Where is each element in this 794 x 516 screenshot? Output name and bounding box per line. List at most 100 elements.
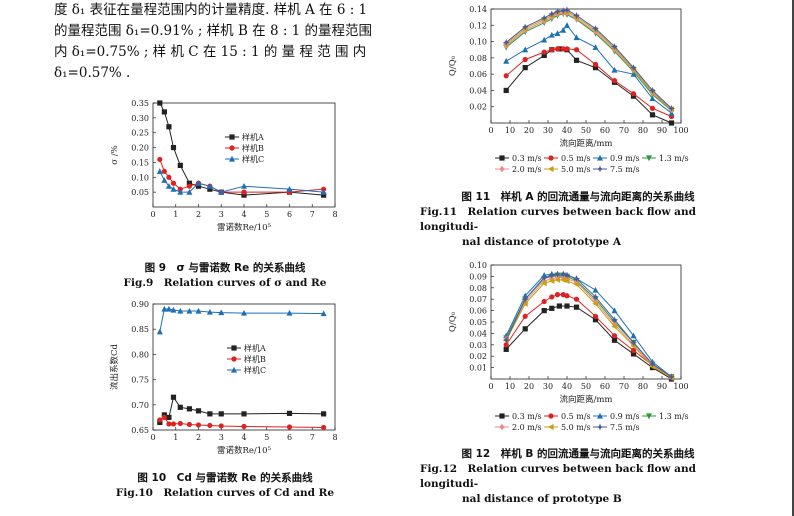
y-tick-label: 0.25 xyxy=(131,129,149,138)
legend-label: 7.5 m/s xyxy=(610,165,640,174)
y-tick-label: 0.20 xyxy=(131,144,149,153)
figure-9-caption-zh: 图 9 σ 与雷诺数 Re 的关系曲线 xyxy=(144,262,306,274)
x-tick-label: 80 xyxy=(638,126,648,135)
data-point xyxy=(206,183,213,189)
y-tick-label: 0.05 xyxy=(131,188,149,197)
legend-label: 1.3 m/s xyxy=(659,154,689,163)
data-point xyxy=(649,112,656,118)
figure-11-caption: 图 11 样机 A 的回流通量与流向距离的关系曲线 Fig.11 Relatio… xyxy=(418,190,738,250)
data-point xyxy=(559,7,567,15)
data-point xyxy=(165,183,172,189)
data-point xyxy=(554,276,561,283)
figure-10-caption-en: Fig.10 Relation curves of Cd and Re xyxy=(115,487,335,499)
x-tick-label: 90 xyxy=(657,382,667,391)
data-point xyxy=(573,281,580,288)
data-point xyxy=(241,423,247,430)
paragraph-line-3: 内 δ₁=0.75% ; 样 机 C 在 15 : 1 的 量 程 范 围 内 xyxy=(54,44,367,60)
data-point xyxy=(573,12,580,19)
data-point xyxy=(592,317,599,323)
data-point xyxy=(170,306,177,313)
data-point xyxy=(170,421,177,427)
data-point xyxy=(286,309,293,316)
data-point xyxy=(573,275,580,283)
data-point xyxy=(321,424,327,431)
x-tick-label: 70 xyxy=(619,382,629,391)
body-paragraph: 度 δ₁ 表征在量程范围内的计量精度. 样机 A 在 6 : 1 的量程范围 δ… xyxy=(54,0,392,84)
data-point xyxy=(611,43,618,50)
data-point xyxy=(541,36,548,43)
y-tick-label: 0.80 xyxy=(131,350,149,359)
data-point xyxy=(548,31,555,38)
y-tick-label: 0.08 xyxy=(469,54,487,63)
data-point xyxy=(186,188,193,195)
y-tick-label: 0.01 xyxy=(469,364,487,373)
figure-9-caption-en: Fig.9 Relation curves of σ and Re xyxy=(123,277,327,289)
x-tick-label: 20 xyxy=(524,382,534,391)
data-point xyxy=(649,87,656,94)
data-point xyxy=(166,124,172,130)
figure-10-chart: 0 1 2 3 4 5 6 7 8 0.65 0.70 0.75 0.80 0.85 0.90 雷诺数Re/1… xyxy=(109,300,338,456)
x-tick-label: 5 xyxy=(264,433,269,442)
data-point xyxy=(503,342,509,348)
data-point xyxy=(554,30,561,37)
y-axis-label: Q/Q₀ xyxy=(448,311,458,332)
x-tick-label: 8 xyxy=(332,433,337,442)
data-point xyxy=(241,309,247,316)
x-tick-label: 30 xyxy=(543,382,553,391)
data-point xyxy=(186,421,192,428)
series-line-4 xyxy=(505,13,672,112)
x-tick-label: 7 xyxy=(310,433,315,442)
x-tick-label: 40 xyxy=(562,126,572,135)
x-tick-label: 50 xyxy=(581,382,591,391)
y-axis-label: σ /% xyxy=(110,145,120,164)
data-point xyxy=(668,104,675,112)
legend-marker xyxy=(548,155,554,161)
x-tick-label: 3 xyxy=(219,210,224,219)
y-tick-label: 0.02 xyxy=(469,352,487,361)
figure-12-caption-zh: 图 12 样机 B 的回流通量与流向距离的关系曲线 xyxy=(461,448,695,460)
data-point xyxy=(630,347,637,354)
series-line-1 xyxy=(505,305,672,380)
legend-marker xyxy=(597,412,603,419)
x-tick-label: 50 xyxy=(581,126,591,135)
y-tick-label: 0.06 xyxy=(469,307,487,316)
y-tick-label: 0.35 xyxy=(131,99,149,108)
data-point xyxy=(170,185,177,192)
data-point xyxy=(177,188,184,195)
data-point xyxy=(522,300,528,307)
figure-12-caption-en-1: Fig.12 Relation curves between back flow… xyxy=(420,463,696,490)
data-point xyxy=(541,298,547,305)
data-point xyxy=(286,410,293,416)
series-line-5 xyxy=(505,12,672,111)
y-axis-label: 流出系数Cd xyxy=(109,343,120,390)
data-point xyxy=(177,307,184,314)
data-point xyxy=(556,303,562,309)
y-tick-label: 0.15 xyxy=(131,158,149,167)
y-tick-label: 0.10 xyxy=(131,173,149,182)
data-point xyxy=(177,420,183,427)
figure-9-chart: 0 1 2 3 4 5 6 7 8 0.05 0.10 0.15 0.20 0.25 0.30 0.35 雷诺数… xyxy=(110,99,338,233)
data-point xyxy=(630,64,637,72)
data-point xyxy=(218,423,224,429)
data-point xyxy=(241,183,247,189)
x-tick-label: 0 xyxy=(150,210,155,219)
y-tick-label: 0.10 xyxy=(469,261,487,270)
x-tick-label: 80 xyxy=(638,382,648,391)
data-point xyxy=(170,180,177,186)
x-tick-label: 3 xyxy=(219,433,224,442)
legend-marker xyxy=(229,145,235,151)
data-point xyxy=(611,307,618,314)
x-tick-label: 60 xyxy=(600,126,610,135)
data-point xyxy=(156,328,163,335)
data-point xyxy=(503,73,509,79)
data-point xyxy=(611,78,618,84)
data-point xyxy=(521,295,529,303)
figure-12-caption: 图 12 样机 B 的回流通量与流向距离的关系曲线 Fig.12 Relatio… xyxy=(418,447,738,507)
legend-label: 5.0 m/s xyxy=(561,165,591,174)
x-tick-label: 100 xyxy=(673,126,688,135)
legend-label: 样机B xyxy=(244,354,266,364)
data-point xyxy=(548,277,555,284)
data-point xyxy=(592,300,599,307)
data-point xyxy=(286,424,293,430)
y-tick-label: 0.09 xyxy=(469,272,487,281)
